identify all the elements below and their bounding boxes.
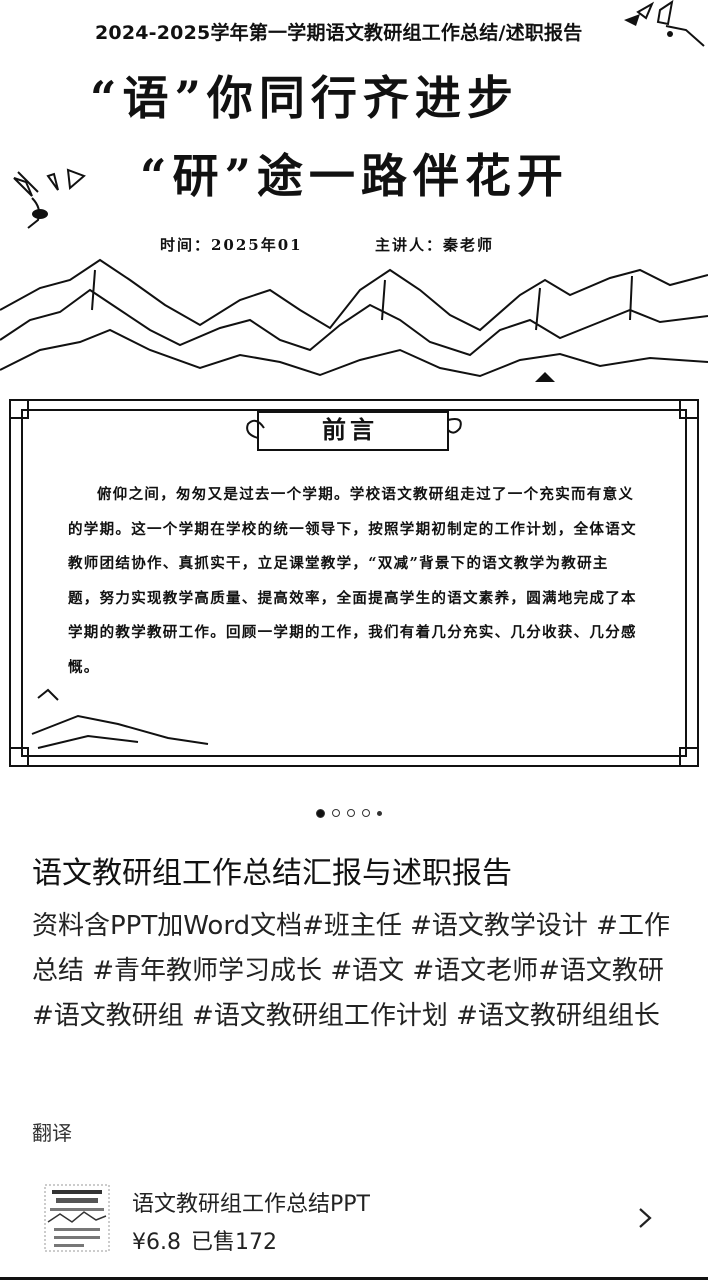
preface-frame bbox=[9, 399, 699, 767]
carousel-dot[interactable] bbox=[347, 809, 355, 817]
carousel-indicator bbox=[316, 807, 382, 819]
mountain-landscape-decoration bbox=[0, 258, 708, 382]
preface-text: 俯仰之间，匆匆又是过去一个学期。学校语文教研组走过了一个充实而有意义的学期。这一… bbox=[68, 486, 637, 676]
translate-button[interactable]: 翻译 bbox=[32, 1121, 72, 1145]
carousel-dot[interactable] bbox=[332, 809, 340, 817]
cranes-decoration-icon bbox=[624, 0, 705, 47]
carousel-dot[interactable] bbox=[377, 810, 382, 816]
presenter-name: 主讲人：秦老师 bbox=[375, 236, 495, 254]
cranes-decoration-icon bbox=[13, 168, 86, 229]
product-name: 语文教研组工作总结PPT bbox=[132, 1192, 370, 1217]
post-title: 语文教研组工作总结汇报与述职报告 bbox=[32, 856, 512, 891]
presentation-time: 时间：2025年01 bbox=[160, 236, 303, 254]
post-body: 资料含PPT加Word文档#班主任 #语文教学设计 #工作总结 #青年教师学习成… bbox=[32, 911, 670, 1031]
headline-line-1: “语”你同行齐进步 bbox=[90, 71, 519, 125]
carousel-dot-active[interactable] bbox=[316, 808, 325, 818]
slide-title: 2024-2025学年第一学期语文教研组工作总结/述职报告 bbox=[95, 22, 583, 44]
product-card[interactable]: 语文教研组工作总结PPT ¥6.8 已售172 bbox=[44, 1180, 674, 1256]
post-image-carousel[interactable]: 2024-2025学年第一学期语文教研组工作总结/述职报告 “语”你同行齐进步 … bbox=[0, 0, 708, 772]
product-price: ¥6.8 bbox=[132, 1230, 181, 1255]
product-thumbnail bbox=[44, 1184, 110, 1252]
product-price-row: ¥6.8 已售172 bbox=[132, 1224, 277, 1256]
chevron-right-icon[interactable] bbox=[636, 1206, 654, 1230]
carousel-dot[interactable] bbox=[362, 809, 370, 817]
headline-line-2: “研”途一路伴花开 bbox=[140, 149, 569, 203]
product-sold-count: 已售172 bbox=[190, 1230, 277, 1255]
preface-heading: 前言 bbox=[322, 415, 378, 444]
bottom-divider bbox=[0, 1277, 708, 1280]
